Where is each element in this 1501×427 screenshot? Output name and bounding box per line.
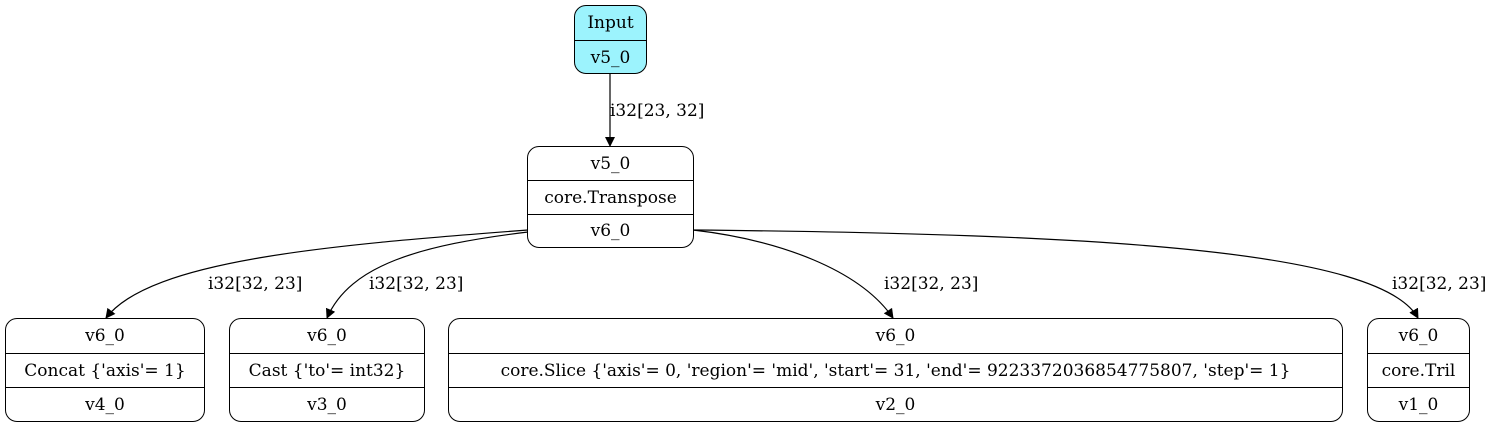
node-cast-input: v6_0 [307, 326, 347, 346]
node-slice-output: v2_0 [449, 387, 1342, 421]
node-cast-op: Cast {'to'= int32} [230, 353, 424, 387]
node-tril-output: v1_0 [1368, 387, 1469, 421]
node-slice-op: core.Slice {'axis'= 0, 'region'= 'mid', … [449, 353, 1342, 387]
node-concat-input: v6_0 [85, 326, 125, 346]
node-tril-op: core.Tril [1368, 353, 1469, 387]
node-transpose-output: v6_0 [528, 214, 693, 247]
edge-transpose-to-slice [692, 229, 894, 319]
edge-label-transpose-to-concat: i32[32, 23] [208, 274, 302, 294]
node-input-name: v5_0 [575, 40, 646, 73]
edge-label-transpose-to-slice: i32[32, 23] [884, 274, 978, 294]
node-input-title: Input [587, 13, 634, 33]
node-input[interactable]: Input v5_0 [574, 5, 647, 74]
node-slice[interactable]: v6_0 core.Slice {'axis'= 0, 'region'= 'm… [448, 318, 1343, 422]
node-cast-output: v3_0 [230, 387, 424, 421]
edge-label-transpose-to-tril: i32[32, 23] [1392, 274, 1486, 294]
node-concat-op: Concat {'axis'= 1} [6, 353, 204, 387]
node-cast[interactable]: v6_0 Cast {'to'= int32} v3_0 [229, 318, 425, 422]
edge-label-transpose-to-cast: i32[32, 23] [369, 274, 463, 294]
edge-transpose-to-concat [105, 229, 529, 319]
edge-transpose-to-cast [326, 231, 529, 319]
node-tril[interactable]: v6_0 core.Tril v1_0 [1367, 318, 1470, 422]
edge-label-input-to-transpose: i32[23, 32] [610, 101, 704, 121]
node-transpose-input: v5_0 [590, 153, 631, 174]
edge-transpose-to-tril [692, 229, 1419, 319]
node-transpose-op: core.Transpose [528, 180, 693, 214]
node-concat-output: v4_0 [6, 387, 204, 421]
node-slice-input: v6_0 [875, 326, 916, 346]
node-tril-input: v6_0 [1398, 326, 1439, 346]
node-transpose[interactable]: v5_0 core.Transpose v6_0 [527, 146, 694, 248]
node-concat[interactable]: v6_0 Concat {'axis'= 1} v4_0 [5, 318, 205, 422]
